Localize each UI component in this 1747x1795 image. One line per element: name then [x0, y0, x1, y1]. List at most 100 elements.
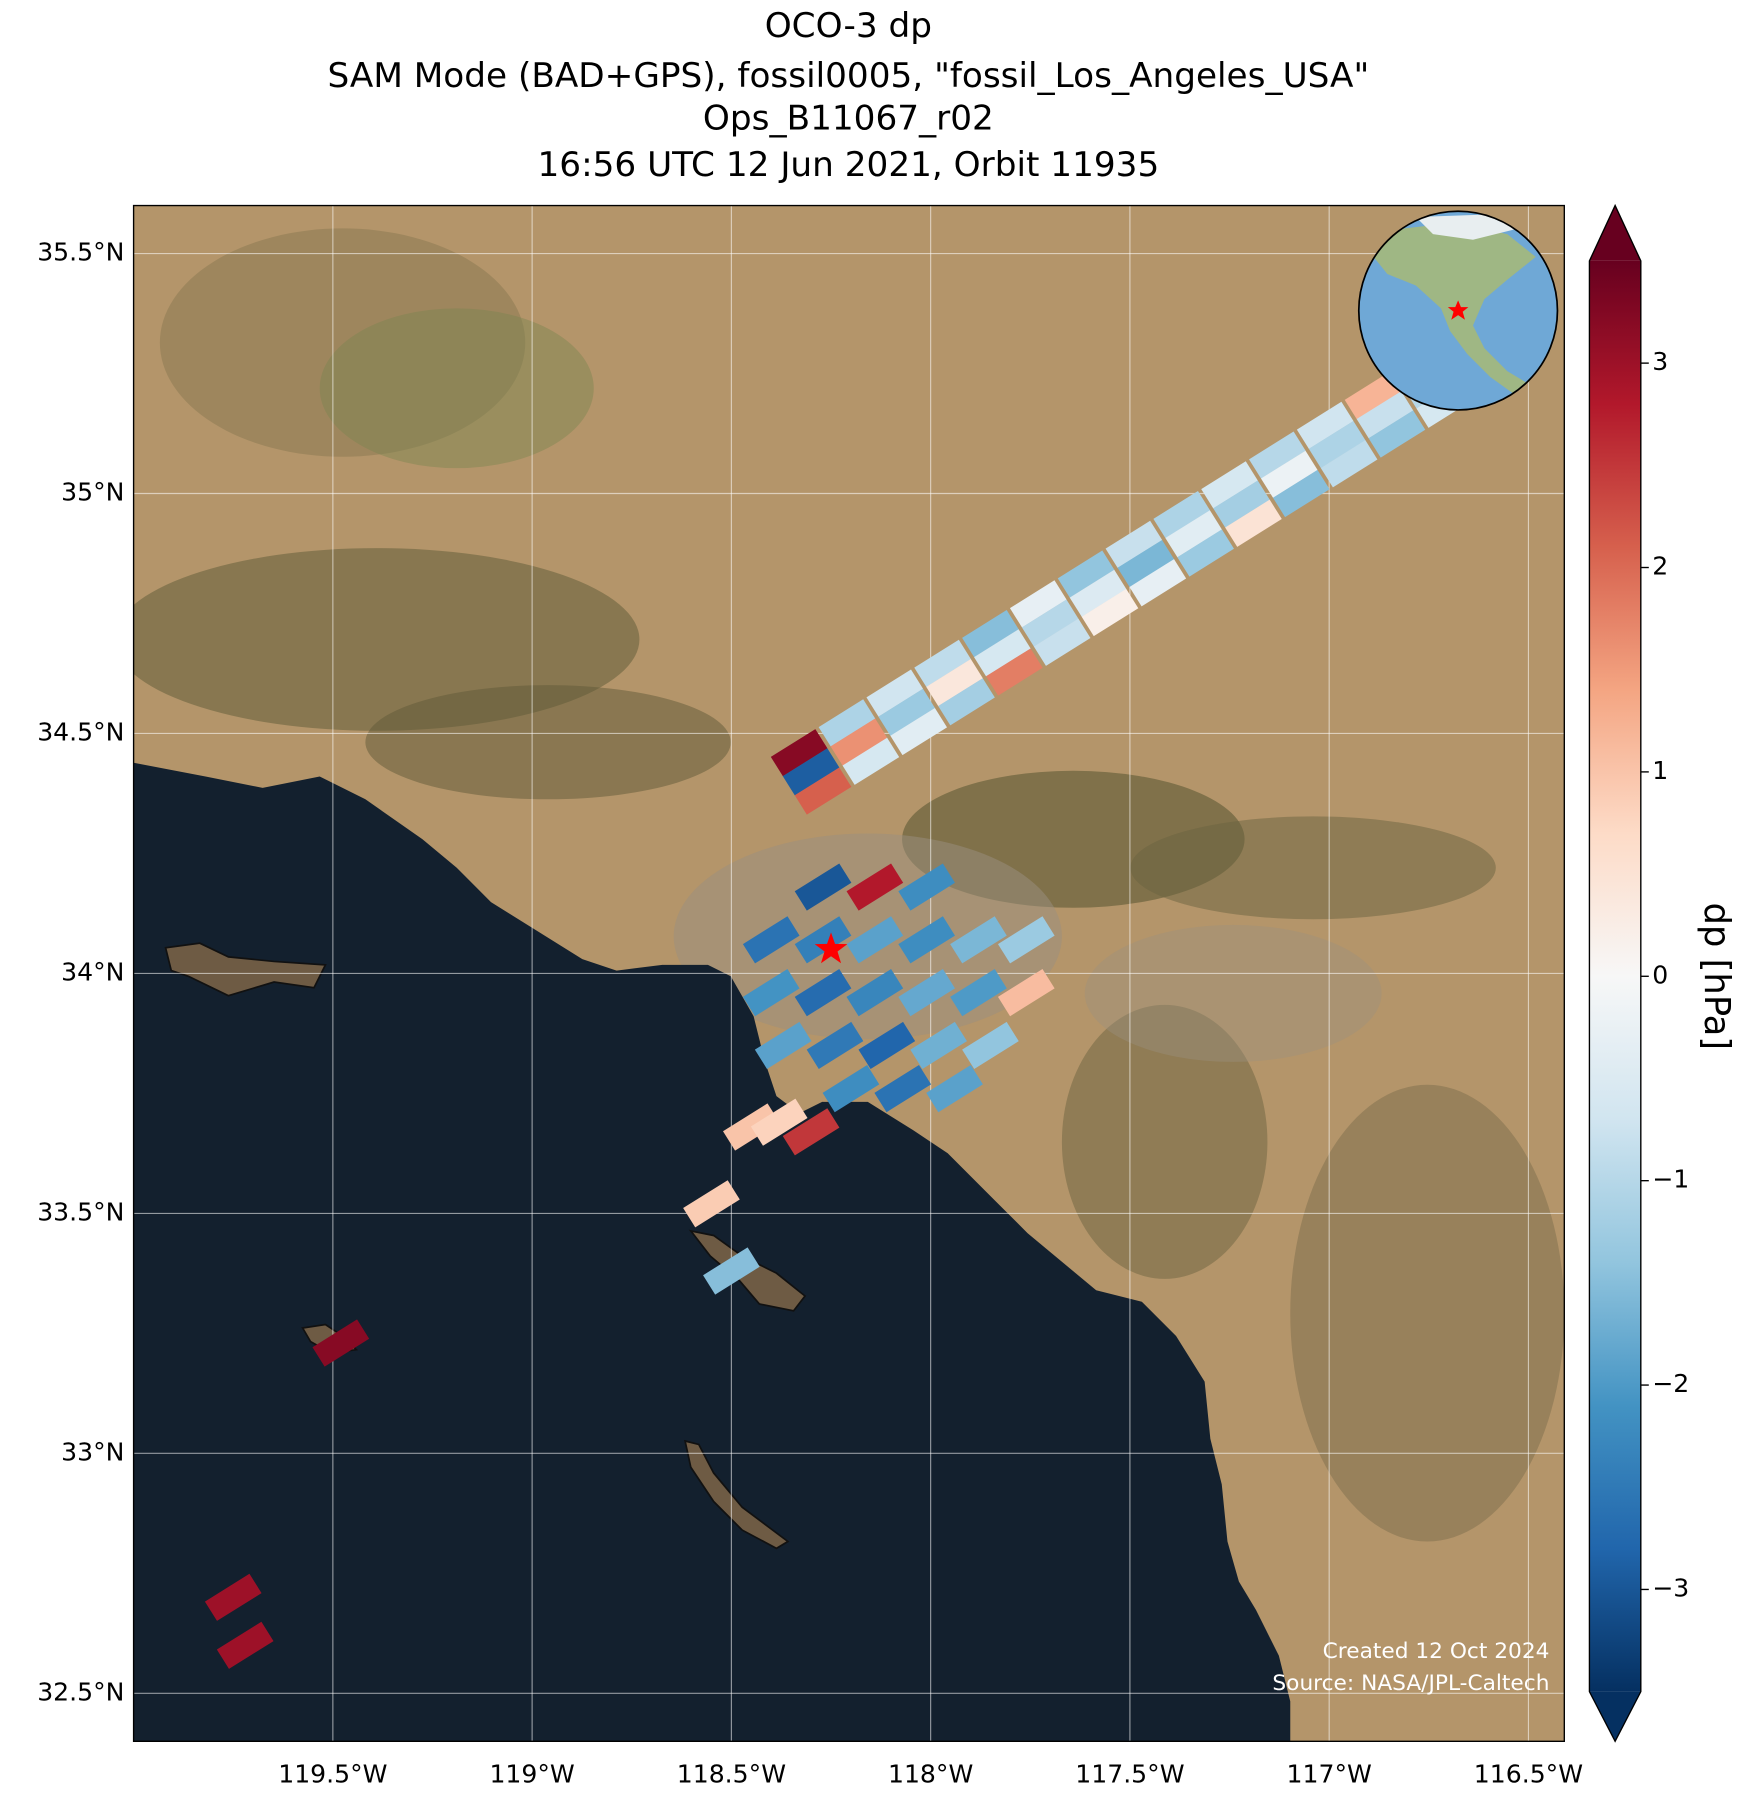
footprint	[846, 863, 904, 911]
footprint	[822, 1065, 880, 1113]
footprint	[938, 678, 995, 726]
title-line: 16:56 UTC 12 Jun 2021, Orbit 11935	[537, 145, 1159, 185]
inset-globe	[1357, 210, 1559, 411]
footprint	[1117, 539, 1175, 588]
footprint	[842, 737, 900, 785]
footprint	[1308, 420, 1366, 469]
footprint	[1057, 550, 1115, 598]
footprint	[754, 1021, 812, 1070]
colorbar-tick-label: 2	[1652, 552, 1668, 581]
footprint	[794, 969, 852, 1017]
footprint	[1344, 372, 1402, 420]
footprint	[794, 767, 852, 815]
footprint	[926, 1065, 983, 1113]
colorbar-tick-label: 0	[1652, 960, 1668, 989]
footprint	[1105, 520, 1163, 568]
footprint	[1177, 529, 1234, 577]
footprint	[910, 1021, 967, 1070]
x-tick-label: 118.5°W	[677, 1760, 786, 1789]
x-tick-label: 119°W	[489, 1760, 574, 1789]
footprint	[794, 863, 852, 911]
footprint	[770, 729, 828, 777]
terrain	[159, 228, 526, 457]
footprint	[1368, 410, 1426, 458]
footprint	[962, 1021, 1019, 1070]
footprint	[1320, 440, 1378, 488]
footprint	[898, 969, 955, 1017]
footprint	[1296, 401, 1354, 449]
footprint	[890, 707, 948, 756]
footprint	[962, 610, 1019, 658]
footprint	[742, 969, 800, 1017]
title-line: Ops_B11067_r02	[703, 98, 994, 138]
footprint	[1356, 391, 1414, 439]
footprint	[898, 916, 955, 964]
footprint	[878, 688, 936, 736]
colorbar-tick-label: −3	[1652, 1573, 1689, 1602]
footprint	[1129, 559, 1187, 607]
footprint	[997, 969, 1055, 1017]
y-tick-label: 32.5°N	[37, 1677, 124, 1706]
colorbar: −3 −2 −1 0 1 2 3	[1588, 203, 1689, 1743]
footprint	[1021, 599, 1079, 647]
footprint	[846, 969, 904, 1017]
footprint	[1033, 618, 1091, 666]
globe-outline	[1357, 210, 1559, 411]
colorbar-outline	[1588, 203, 1642, 1743]
footprint	[782, 1108, 840, 1156]
footprint	[1153, 491, 1211, 539]
title-line: OCO-3 dp	[765, 6, 932, 46]
credit: Created 12 Oct 2024	[1323, 1639, 1550, 1664]
footprint	[997, 916, 1055, 964]
footprint	[1213, 480, 1270, 528]
footprint	[818, 699, 876, 747]
footprint	[742, 916, 800, 964]
footprint	[312, 1319, 370, 1367]
footprint	[1201, 461, 1258, 509]
x-tick-label: 117°W	[1287, 1760, 1372, 1789]
footprint	[794, 916, 852, 964]
colorbar-label: dp [hPa]	[1696, 902, 1737, 1050]
island	[164, 942, 327, 997]
footprint	[830, 718, 888, 766]
footprint	[1261, 450, 1318, 498]
globe-land	[1364, 222, 1536, 398]
y-tick-label: 33.5°N	[37, 1197, 124, 1226]
footprint	[1249, 431, 1306, 479]
globe-ice	[1415, 214, 1519, 240]
terrain	[1061, 1004, 1268, 1279]
colorbar-tick-label: 3	[1652, 347, 1668, 376]
y-tick-label: 35.5°N	[37, 238, 124, 267]
y-tick-label: 35°N	[61, 478, 124, 507]
terrain	[1130, 816, 1496, 920]
terrain	[1290, 1084, 1565, 1542]
footprint	[950, 969, 1007, 1017]
terrain	[365, 685, 731, 800]
footprint	[866, 669, 924, 717]
footprint	[950, 916, 1007, 964]
footprint	[914, 639, 971, 687]
map-frame	[132, 204, 1565, 1742]
y-tick-label: 34.5°N	[37, 717, 124, 746]
globe-star	[1447, 300, 1469, 320]
colorbar-extend	[1589, 205, 1641, 261]
footprint	[1165, 510, 1222, 558]
footprint	[1081, 588, 1139, 637]
footprint	[846, 916, 904, 964]
footprint	[874, 1065, 932, 1113]
footprint	[683, 1180, 740, 1228]
footprint	[806, 1021, 864, 1070]
footprint	[216, 1621, 274, 1669]
urban	[1084, 924, 1382, 1062]
title-line: SAM Mode (BAD+GPS), fossil0005, "fossil_…	[328, 56, 1370, 96]
x-tick-label: 118°W	[888, 1760, 973, 1789]
footprint	[782, 748, 840, 796]
footprint	[974, 629, 1031, 677]
footprint	[1009, 580, 1067, 628]
footprint	[1225, 499, 1282, 547]
footprint	[858, 1021, 916, 1070]
colorbar-tick-label: 1	[1652, 756, 1668, 785]
farmland	[319, 308, 594, 469]
